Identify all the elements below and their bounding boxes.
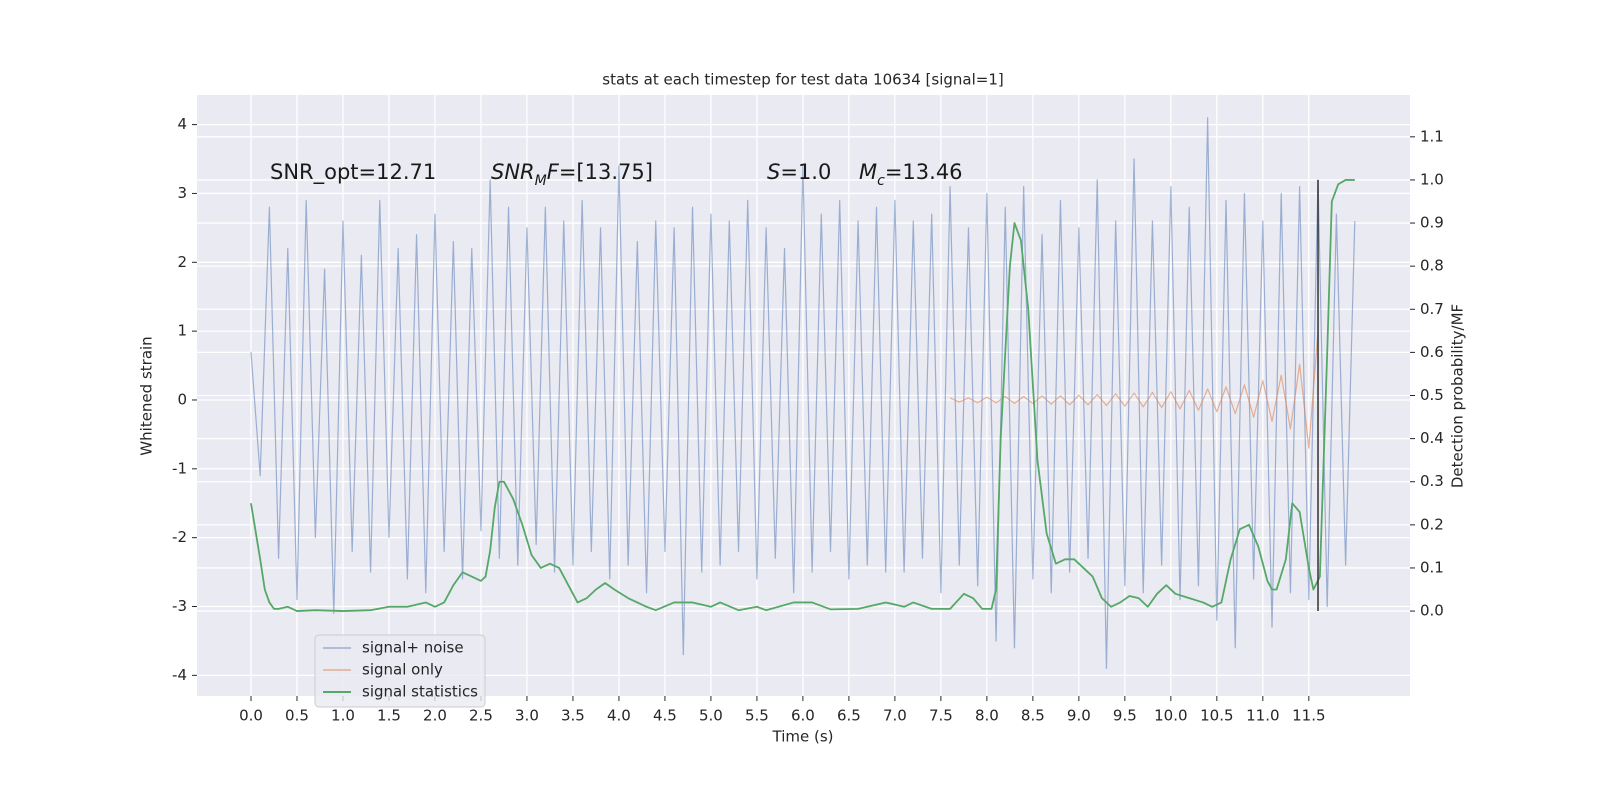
annotation-part: c [877,173,885,189]
y2-tick-label: 0.3 [1420,472,1444,490]
y2-tick-label: 0.6 [1420,343,1444,361]
legend-label: signal only [362,661,443,679]
y2-tick-label: 0.1 [1420,558,1444,576]
y-tick-label: 0 [177,390,187,408]
x-tick-label: 0.0 [239,707,263,725]
y2-tick-label: 0.5 [1420,386,1444,404]
x-tick-label: 3.5 [561,707,585,725]
y-tick-label: 4 [177,115,187,133]
x-tick-label: 7.0 [883,707,907,725]
y-tick-label: -1 [172,459,187,477]
x-tick-label: 8.0 [975,707,999,725]
x-tick-label: 0.5 [285,707,309,725]
annotation-part: M [859,160,877,184]
y2-tick-label: 1.0 [1420,170,1444,188]
y2-tick-label: 0.8 [1420,257,1444,275]
y2-tick-label: 0.4 [1420,429,1444,447]
legend-label: signal statistics [362,683,478,701]
y-tick-label: -3 [172,597,187,615]
chart-title: stats at each timestep for test data 106… [602,71,1003,89]
annotation: Mc=13.46 [859,160,963,189]
x-tick-label: 4.0 [607,707,631,725]
series-line [250,179,1355,612]
x-tick-label: 2.5 [469,707,493,725]
x-tick-label: 6.0 [791,707,815,725]
y-axis-label: Whitened strain [138,336,156,455]
legend-box [314,634,486,708]
annotation-part: S [767,160,780,184]
y2-tick-label: 1.1 [1420,127,1444,145]
y-tick-label: -2 [172,528,187,546]
x-tick-label: 1.0 [331,707,355,725]
x-tick-label: 7.5 [929,707,953,725]
x-tick-label: 2.0 [423,707,447,725]
annotation-part: =[13.75] [559,160,653,184]
legend: signal+ noise signal only signal statistic… [314,634,486,708]
y2-tick-label: 0.2 [1420,515,1444,533]
series-line [949,331,1319,449]
x-tick-label: 11.5 [1292,707,1325,725]
y2-tick-label: 0.9 [1420,214,1444,232]
y2-tick-label: 0.7 [1420,300,1444,318]
y2-tick-label: 0.0 [1420,602,1444,620]
x-tick-label: 5.0 [699,707,723,725]
annotation-part: =13.46 [885,160,963,184]
annotation-part: F [547,160,560,184]
x-axis-label: Time (s) [772,728,834,746]
x-tick-label: 1.5 [377,707,401,725]
x-tick-label: 11.0 [1246,707,1279,725]
annotation: SNR_opt=12.71 [270,160,436,185]
x-tick-label: 3.0 [515,707,539,725]
annotation-part: SNR [491,160,535,184]
annotation-part: M [535,173,547,189]
x-tick-label: 4.5 [653,707,677,725]
annotation: S=1.0 [767,160,831,184]
y-tick-label: 2 [177,253,187,271]
y-tick-label: -4 [172,666,187,684]
x-tick-label: 9.0 [1067,707,1091,725]
x-tick-label: 8.5 [1021,707,1045,725]
annotation-part: =1.0 [780,160,831,184]
x-tick-label: 10.5 [1200,707,1233,725]
x-tick-label: 5.5 [745,707,769,725]
y2-axis-label: Detection probability/MF [1449,304,1467,488]
x-tick-label: 6.5 [837,707,861,725]
y-tick-label: 3 [177,184,187,202]
x-tick-label: 9.5 [1113,707,1137,725]
legend-label: signal+ noise [362,639,464,657]
annotation-part: SNR_opt=12.71 [270,160,436,185]
y-tick-label: 1 [177,322,187,340]
x-tick-label: 10.0 [1154,707,1187,725]
annotation: SNRMF=[13.75] [491,160,653,189]
series-line [250,117,1356,670]
